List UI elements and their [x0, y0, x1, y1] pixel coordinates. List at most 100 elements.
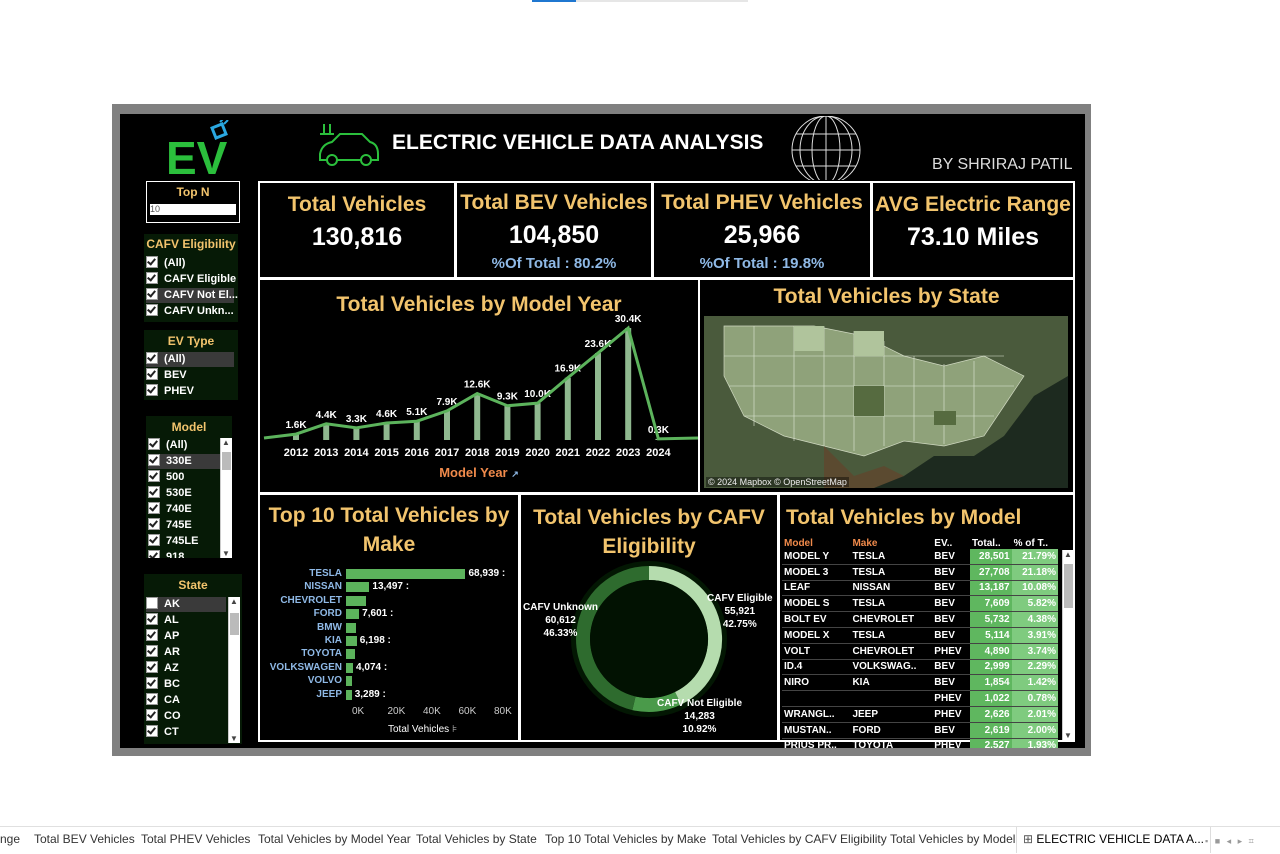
year-data-label: 10.0K: [524, 389, 551, 400]
make-bar[interactable]: [346, 649, 355, 660]
make-value-label: 13,497 :: [372, 581, 410, 593]
evtype-item-phev[interactable]: PHEV: [146, 384, 194, 399]
year-bar[interactable]: [474, 393, 481, 440]
donut-slice[interactable]: [648, 566, 722, 705]
year-bar[interactable]: [353, 427, 360, 440]
table-row[interactable]: VOLT CHEVROLET PHEV 4,890 3.74%: [782, 643, 1058, 660]
table-row[interactable]: MODEL X TESLA BEV 5,114 3.91%: [782, 627, 1058, 644]
tab-dashboard[interactable]: ⊞ ELECTRIC VEHICLE DATA A...: [1016, 827, 1212, 853]
tab-total-bev[interactable]: Total BEV Vehicles: [34, 832, 135, 846]
year-tick-label: 2016: [405, 447, 429, 459]
model-item[interactable]: 500: [148, 470, 184, 485]
us-map[interactable]: © 2024 Mapbox © OpenStreetMap: [704, 316, 1068, 488]
tab-total-phev[interactable]: Total PHEV Vehicles: [141, 832, 251, 846]
model-scrollbar[interactable]: ▲ ▼: [220, 438, 232, 558]
table-cell: BEV: [932, 595, 970, 613]
table-row[interactable]: ID.4 VOLKSWAG.. BEV 2,999 2.29%: [782, 659, 1058, 676]
cafv-item-unknown[interactable]: CAFV Unkn...: [146, 304, 234, 319]
table-cell: 3.74%: [1011, 643, 1058, 660]
cafv-label-eligible: CAFV Eligible 55,921 42.75%: [707, 593, 773, 630]
year-bar[interactable]: [383, 423, 390, 440]
model-item[interactable]: 918: [148, 550, 184, 558]
year-bar[interactable]: [413, 421, 420, 440]
make-bar[interactable]: [346, 622, 357, 633]
author-label: BY SHRIRAJ PATIL: [932, 156, 1073, 173]
cafv-item-eligible[interactable]: CAFV Eligible: [146, 272, 236, 287]
year-bar[interactable]: [564, 377, 571, 440]
tab-range[interactable]: nge: [0, 832, 21, 846]
year-tick-label: 2022: [586, 447, 610, 459]
table-row[interactable]: MUSTAN.. FORD BEV 2,619 2.00%: [782, 722, 1058, 739]
model-item[interactable]: 330E: [148, 454, 224, 469]
table-cell: PHEV: [932, 738, 970, 748]
table-cell: 5,114: [969, 627, 1012, 644]
make-category-label: NISSAN: [304, 581, 342, 593]
table-row[interactable]: MODEL Y TESLA BEV 28,501 21.79%: [782, 549, 1058, 565]
year-bar[interactable]: [323, 423, 330, 440]
table-row[interactable]: BOLT EV CHEVROLET BEV 5,732 4.38%: [782, 611, 1058, 628]
tab-model[interactable]: Total Vehicles by Model: [890, 832, 1016, 846]
state-item[interactable]: AL: [146, 613, 179, 628]
evtype-item-bev[interactable]: BEV: [146, 368, 187, 383]
model-item[interactable]: 740E: [148, 502, 192, 517]
state-item[interactable]: CA: [146, 693, 180, 708]
table-cell: 2,626: [969, 706, 1012, 723]
state-item[interactable]: AP: [146, 629, 179, 644]
evtype-item-all[interactable]: (All): [146, 352, 234, 367]
make-value-label: 4,074 :: [356, 661, 388, 673]
tab-cafv[interactable]: Total Vehicles by CAFV Eligibility: [712, 832, 887, 846]
state-item[interactable]: AR: [146, 645, 180, 660]
state-item[interactable]: AZ: [146, 661, 179, 676]
make-bar[interactable]: [346, 689, 352, 700]
donut-slice[interactable]: [576, 566, 650, 711]
year-bar[interactable]: [444, 410, 450, 440]
model-item[interactable]: (All): [148, 438, 187, 453]
make-bar[interactable]: [346, 609, 360, 620]
table-row[interactable]: MODEL 3 TESLA BEV 27,708 21.18%: [782, 564, 1058, 581]
year-data-label: 3.3K: [346, 414, 368, 425]
tab-nav-icons[interactable]: ▪ ■ ◂ ▸ ⌗: [1205, 836, 1256, 846]
model-item[interactable]: 530E: [148, 486, 192, 501]
donut-slice[interactable]: [632, 691, 682, 712]
year-bar[interactable]: [504, 405, 511, 440]
table-row[interactable]: PRIUS PR.. TOYOTA PHEV 2,527 1.93%: [782, 738, 1058, 748]
topn-input[interactable]: 10: [150, 204, 236, 215]
cafv-donut-chart[interactable]: [521, 495, 777, 740]
year-bar[interactable]: [595, 353, 601, 440]
table-cell: TESLA: [850, 627, 933, 644]
make-bar[interactable]: [346, 662, 354, 673]
make-bar[interactable]: [346, 676, 353, 687]
state-scrollbar[interactable]: ▲ ▼: [228, 597, 240, 743]
make-bar[interactable]: [346, 595, 367, 606]
state-item[interactable]: CO: [146, 709, 181, 724]
tab-model-year[interactable]: Total Vehicles by Model Year: [258, 832, 411, 846]
map-credit: © 2024 Mapbox © OpenStreetMap: [706, 477, 849, 487]
table-cell: MODEL 3: [782, 564, 851, 581]
cafv-item-not-eligible[interactable]: CAFV Not El...: [146, 288, 238, 303]
year-tick-label: 2019: [495, 447, 519, 459]
make-bar[interactable]: [346, 636, 357, 646]
cafv-item-all[interactable]: (All): [146, 256, 185, 271]
sheet-tabs: nge Total BEV Vehicles Total PHEV Vehicl…: [0, 826, 1280, 854]
year-data-label: 7.9K: [436, 397, 458, 408]
table-cell: 10.08%: [1011, 580, 1058, 597]
model-item[interactable]: 745E: [148, 518, 192, 533]
model-item[interactable]: 745LE: [148, 534, 198, 549]
table-row[interactable]: NIRO KIA BEV 1,854 1.42%: [782, 674, 1058, 692]
table-row[interactable]: PHEV 1,022 0.78%: [782, 690, 1058, 707]
make-bar[interactable]: [346, 582, 370, 593]
make-bar[interactable]: [346, 569, 466, 579]
tab-make[interactable]: Top 10 Total Vehicles by Make: [545, 832, 707, 846]
table-row[interactable]: WRANGL.. JEEP PHEV 2,626 2.01%: [782, 706, 1058, 723]
table-row[interactable]: LEAF NISSAN BEV 13,187 10.08%: [782, 580, 1058, 597]
tab-state[interactable]: Total Vehicles by State: [416, 832, 537, 846]
state-item[interactable]: BC: [146, 677, 180, 692]
table-row[interactable]: MODEL S TESLA BEV 7,609 5.82%: [782, 595, 1058, 613]
model-table-scrollbar[interactable]: ▲ ▼: [1062, 550, 1074, 740]
year-bar[interactable]: [625, 328, 632, 440]
year-bar[interactable]: [293, 434, 299, 440]
year-bar[interactable]: [534, 403, 541, 440]
state-item[interactable]: AK: [146, 597, 226, 612]
state-item[interactable]: CT: [146, 725, 179, 740]
table-cell: TESLA: [850, 564, 933, 581]
